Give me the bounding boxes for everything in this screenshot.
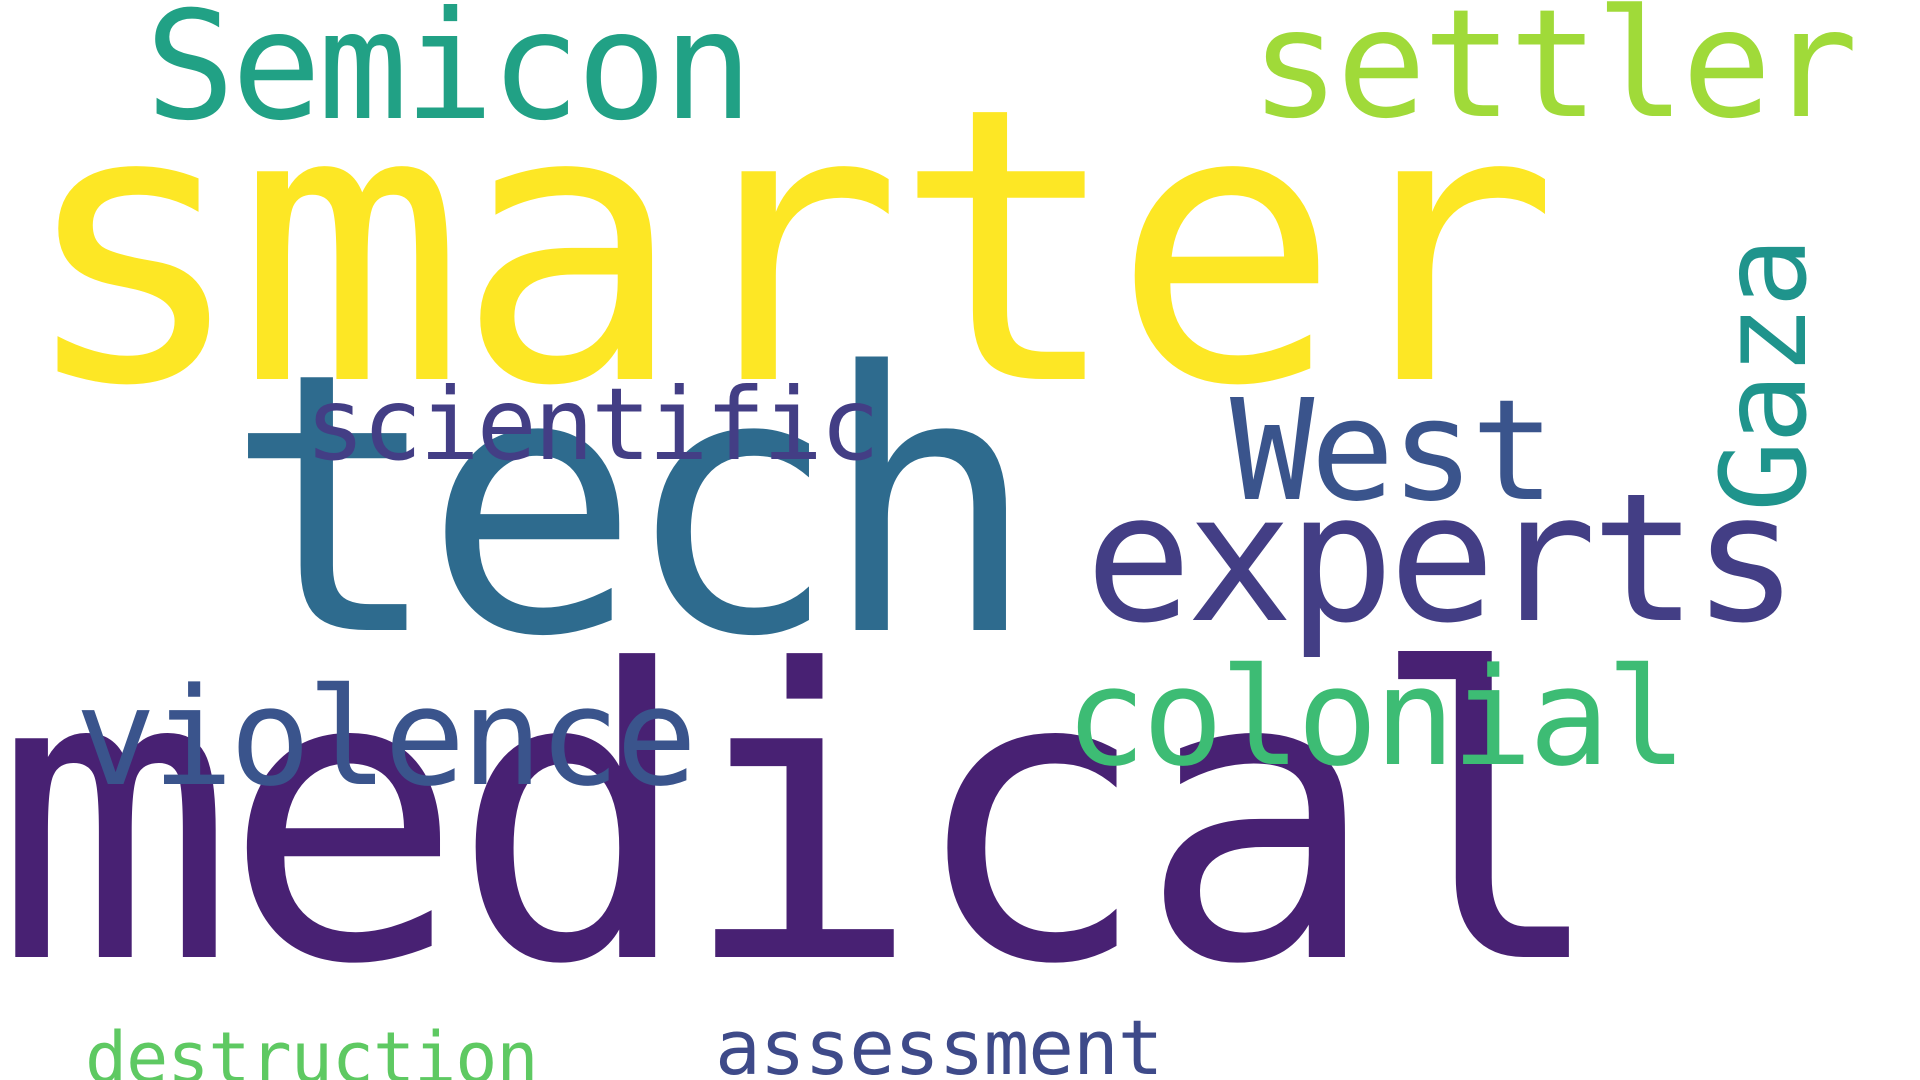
word-medical: medical bbox=[0, 587, 1608, 1052]
word-assessment: assessment bbox=[715, 1003, 1164, 1080]
word-settler: settler bbox=[1250, 0, 1858, 152]
word-west: West bbox=[1230, 370, 1555, 533]
word-violence: violence bbox=[75, 659, 697, 816]
word-colonial: colonial bbox=[1065, 639, 1687, 796]
word-scientific: scientific bbox=[305, 366, 880, 483]
word-experts: experts bbox=[1085, 455, 1799, 662]
word-destruction: destruction bbox=[85, 1017, 539, 1080]
word-smarter: smarter bbox=[18, 26, 1559, 469]
word-semicon: Semicon bbox=[145, 0, 753, 154]
word-tech: tech bbox=[225, 296, 1038, 715]
word-gaza: Gaza bbox=[1695, 239, 1833, 512]
